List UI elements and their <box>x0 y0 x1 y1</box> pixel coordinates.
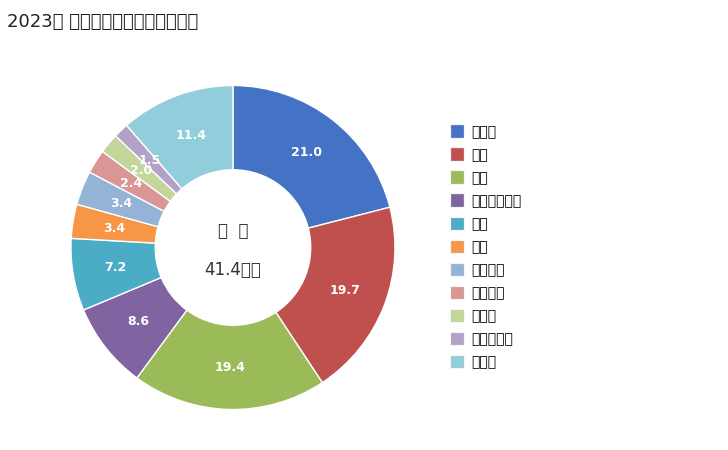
Wedge shape <box>116 125 182 194</box>
Text: 41.4億円: 41.4億円 <box>205 261 261 279</box>
Text: 1.5: 1.5 <box>139 154 161 167</box>
Text: 2023年 輸出相手国のシェア（％）: 2023年 輸出相手国のシェア（％） <box>7 14 199 32</box>
Legend: インド, タイ, 中国, インドネシア, 台湾, 豪州, メキシコ, ベトナム, ロシア, エクアドル, その他: インド, タイ, 中国, インドネシア, 台湾, 豪州, メキシコ, ベトナム,… <box>451 126 521 369</box>
Text: 8.6: 8.6 <box>127 315 150 328</box>
Wedge shape <box>276 207 395 382</box>
Wedge shape <box>233 86 390 228</box>
Wedge shape <box>84 278 187 378</box>
Wedge shape <box>71 204 158 243</box>
Text: 11.4: 11.4 <box>175 129 207 142</box>
Text: 3.4: 3.4 <box>111 197 132 210</box>
Wedge shape <box>103 136 177 202</box>
Wedge shape <box>71 238 161 310</box>
Text: 2.4: 2.4 <box>120 177 143 190</box>
Text: 21.0: 21.0 <box>291 146 322 159</box>
Text: 2.0: 2.0 <box>130 164 152 177</box>
Text: 7.2: 7.2 <box>103 261 126 274</box>
Wedge shape <box>127 86 233 189</box>
Wedge shape <box>77 172 164 227</box>
Text: 19.4: 19.4 <box>215 361 245 374</box>
Wedge shape <box>137 310 323 410</box>
Text: 19.7: 19.7 <box>329 284 360 297</box>
Text: 総  額: 総 額 <box>218 222 248 240</box>
Text: 3.4: 3.4 <box>103 221 126 234</box>
Wedge shape <box>90 152 170 212</box>
